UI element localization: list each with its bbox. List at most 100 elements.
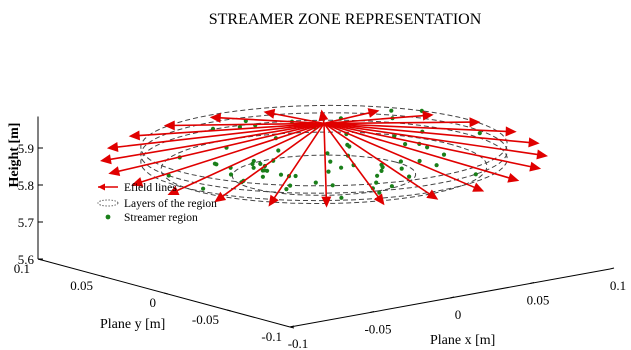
efield-arrowhead: [106, 142, 119, 152]
x-tick-label: 0: [455, 307, 462, 322]
efield-line: [113, 122, 325, 174]
streamer-point: [399, 166, 404, 171]
efield-arrowhead: [505, 126, 517, 137]
streamer-point: [339, 195, 344, 200]
streamer-point: [377, 190, 382, 195]
y-tick-mark: [163, 292, 169, 295]
efield-line: [323, 122, 480, 190]
efield-line: [323, 121, 475, 125]
streamer-point: [477, 131, 482, 136]
efield-arrowhead: [108, 166, 121, 176]
y-tick-mark: [289, 326, 295, 329]
efield-line: [323, 122, 514, 180]
efield-arrowhead: [507, 173, 520, 183]
efield-line: [323, 123, 328, 202]
streamer-point: [407, 174, 412, 179]
efield-line: [169, 122, 325, 127]
efield-line: [269, 112, 325, 125]
streamer-point: [325, 151, 330, 156]
x-tick-label: 0.1: [610, 278, 626, 293]
efield-line: [112, 122, 325, 149]
x-tick-mark: [449, 296, 455, 299]
streamer-point: [228, 172, 234, 177]
efield-arrowhead: [469, 117, 481, 128]
y-tick-label: 0.1: [14, 261, 30, 276]
streamer-point: [398, 159, 403, 164]
efield-line: [134, 122, 325, 137]
streamer-point: [262, 168, 267, 173]
efield-line: [218, 122, 325, 200]
streamer-point: [389, 184, 394, 189]
streamer-point: [293, 173, 298, 179]
efield-line: [215, 116, 325, 125]
x-tick-label: -0.05: [364, 322, 391, 337]
efield-line: [271, 122, 325, 203]
efield-arrowhead: [268, 194, 279, 207]
streamer-point: [403, 142, 408, 147]
layer-ellipse: [140, 112, 508, 194]
tick-labels: -0.1-0.0500.050.1-0.1-0.0500.050.15.65.7…: [14, 141, 626, 350]
efield-line: [323, 111, 374, 125]
efield-arrowhead: [422, 110, 434, 121]
streamer-point: [326, 169, 331, 174]
y-tick-label: 0: [150, 295, 157, 310]
streamer-point: [212, 161, 217, 166]
streamer-point: [330, 183, 335, 188]
efield-line: [172, 122, 325, 194]
legend-efield-arrowhead: [98, 183, 105, 191]
streamer-point: [339, 165, 344, 170]
efield-arrowhead: [209, 112, 221, 123]
y-tick-mark: [100, 275, 106, 278]
streamer-point: [375, 173, 380, 178]
y-tick-mark: [226, 309, 232, 312]
x-tick-mark: [369, 311, 375, 313]
chart-title: STREAMER ZONE REPRESENTATION: [209, 11, 482, 28]
streamer-point: [288, 183, 293, 188]
streamer-point: [380, 165, 385, 170]
efield-arrowhead: [167, 185, 180, 195]
efield-line: [323, 122, 382, 201]
y-axis-label: Plane y [m]: [100, 317, 165, 332]
efield-line: [323, 122, 511, 133]
streamer-point: [374, 180, 379, 185]
efield-arrowhead: [472, 182, 485, 192]
efield-arrowhead: [373, 193, 385, 206]
streamer-point: [250, 161, 255, 167]
legend-streamer-dot: [105, 214, 111, 220]
z-axis-label: Height [m]: [7, 123, 22, 188]
y-tick-label: 0.05: [70, 278, 93, 293]
x-tick-label: -0.1: [288, 336, 309, 350]
streamer-point: [284, 187, 289, 192]
streamer-point: [251, 165, 256, 170]
efield-arrowhead: [131, 177, 144, 187]
legend: Efield lines Layers of the region Stream…: [97, 182, 217, 224]
z-tick-label: 5.8: [18, 178, 34, 193]
efield-arrowhead: [263, 108, 276, 119]
z-tick-label: 5.6: [18, 252, 35, 267]
streamer-point: [278, 172, 284, 177]
streamer-point: [276, 148, 281, 153]
efield-line: [323, 114, 428, 125]
efield-arrowhead: [214, 191, 227, 203]
legend-efield-label: Efield lines: [124, 182, 177, 194]
streamer-point: [389, 108, 394, 113]
efield-arrowhead: [426, 189, 439, 200]
x-tick-mark: [609, 267, 615, 270]
efield-arrowhead: [128, 130, 140, 141]
efield-arrowhead: [318, 109, 329, 122]
x-tick-label: 0.05: [527, 293, 550, 308]
x-tick-mark: [529, 282, 535, 284]
efield-arrowhead: [321, 196, 332, 208]
efield-arrowhead: [536, 149, 548, 160]
axes: [37, 116, 615, 329]
streamer-point: [260, 174, 265, 179]
efield-arrowhead: [529, 161, 542, 172]
efield-arrowhead: [100, 154, 112, 165]
streamer-point: [434, 163, 439, 168]
layer-ellipse: [231, 154, 417, 196]
layer-ellipse: [160, 131, 488, 205]
y-tick-label: -0.05: [192, 312, 219, 327]
efield-arrowhead: [528, 137, 540, 148]
efield-lines: [100, 108, 548, 208]
